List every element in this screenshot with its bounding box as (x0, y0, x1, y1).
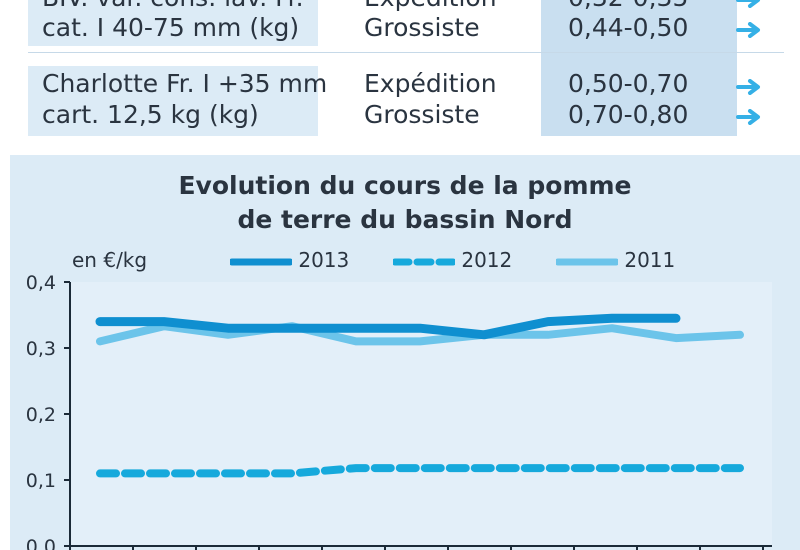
series-line-2013 (95, 313, 681, 340)
table-row: Charlotte Fr. I +35 mm cart. 12,5 kg (kg… (28, 66, 784, 136)
row-price: 0,44-0,50 (568, 13, 689, 42)
legend-swatch-2011 (554, 258, 620, 265)
chart-title-line: Evolution du cours de la pomme (178, 171, 632, 200)
row-label-line: cart. 12,5 kg (kg) (42, 100, 259, 129)
y-tick-label: 0,0 (26, 536, 56, 550)
price-column-band (541, 0, 737, 136)
row-price: 0,70-0,80 (568, 100, 689, 129)
arrow-right-icon (736, 79, 760, 95)
arrow-right-icon (736, 0, 760, 8)
legend-label: 2011 (624, 248, 676, 272)
row-label-line: Charlotte Fr. I +35 mm (42, 69, 328, 98)
row-type: Expédition (364, 69, 497, 98)
y-axis-unit: en €/kg (72, 248, 148, 272)
row-label-cell (28, 66, 318, 136)
y-tick-label: 0,4 (26, 272, 56, 294)
row-label-line: cat. I 40-75 mm (kg) (42, 13, 300, 42)
price-table: BIV. var. cons. lav. Fr. cat. I 40-75 mm… (28, 0, 784, 136)
row-label-line: BIV. var. cons. lav. Fr. (42, 0, 304, 13)
row-price: 0,50-0,70 (568, 69, 689, 98)
legend-item: 2012 (391, 248, 513, 272)
y-tick-label: 0,2 (26, 404, 56, 426)
line-chart: 0,0 0,1 0,2 0,3 0,4 (26, 272, 772, 550)
row-divider (28, 52, 784, 53)
legend-item: 2013 (228, 248, 350, 272)
row-price: 0,32-0,35 (568, 0, 688, 13)
legend-label: 2013 (298, 248, 350, 272)
y-tick-label: 0,3 (26, 338, 56, 360)
series-line-2012 (96, 464, 744, 478)
legend-item: 2011 (554, 248, 676, 272)
table-row: BIV. var. cons. lav. Fr. cat. I 40-75 mm… (28, 0, 784, 46)
legend-swatch-2012 (391, 258, 457, 265)
row-label-cell (28, 0, 318, 46)
row-type: Grossiste (364, 100, 480, 129)
arrow-right-icon (736, 22, 760, 38)
chart-title-line: de terre du bassin Nord (237, 205, 573, 234)
arrow-right-icon (736, 109, 760, 125)
row-type: Grossiste (364, 13, 480, 42)
row-type: Expédition (364, 0, 497, 13)
chart-panel: Evolution du cours de la pomme de terre … (10, 155, 800, 550)
legend-swatch-2013 (228, 258, 294, 265)
y-tick-label: 0,1 (26, 470, 56, 492)
legend-label: 2012 (461, 248, 513, 272)
